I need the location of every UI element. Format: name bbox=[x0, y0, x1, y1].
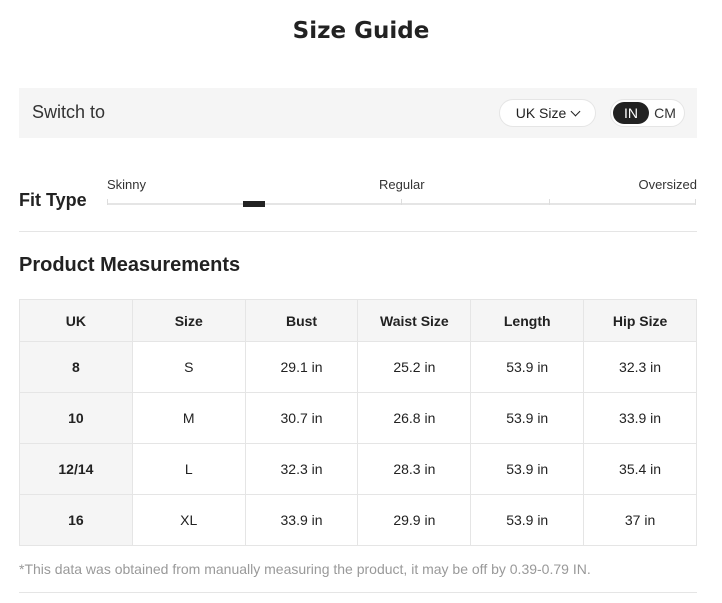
table-cell: M bbox=[131, 392, 246, 444]
unit-toggle: IN CM bbox=[610, 99, 685, 127]
fit-marker bbox=[243, 201, 266, 207]
fit-tick bbox=[107, 199, 108, 205]
section-title: Product Measurements bbox=[19, 254, 241, 276]
table-cell: 28.3 in bbox=[357, 443, 472, 495]
fit-tick bbox=[401, 199, 402, 205]
fit-skinny-label: Skinny bbox=[107, 177, 147, 192]
fit-tick bbox=[695, 199, 696, 205]
table-cell: 16 bbox=[19, 494, 133, 546]
table-header-row: UK Size Bust Waist Size Length Hip Size bbox=[19, 299, 697, 342]
table-row: 16 XL 33.9 in 29.9 in 53.9 in 37 in bbox=[19, 494, 697, 546]
column-header: Waist Size bbox=[357, 299, 472, 342]
table-cell: 33.9 in bbox=[244, 494, 359, 546]
measurement-note: *This data was obtained from manually me… bbox=[19, 561, 591, 577]
table-cell: 53.9 in bbox=[470, 392, 585, 444]
table-cell: 53.9 in bbox=[470, 443, 585, 495]
table-row: 10 M 30.7 in 26.8 in 53.9 in 33.9 in bbox=[19, 392, 697, 444]
fit-tick bbox=[549, 199, 550, 205]
table-cell: 33.9 in bbox=[583, 392, 697, 444]
table-cell: 30.7 in bbox=[244, 392, 359, 444]
table-cell: 25.2 in bbox=[357, 341, 472, 393]
table-cell: XL bbox=[131, 494, 246, 546]
table-cell: L bbox=[131, 443, 246, 495]
table-cell: 37 in bbox=[583, 494, 697, 546]
column-header: Length bbox=[470, 299, 585, 342]
table-cell: 35.4 in bbox=[583, 443, 697, 495]
column-header: Hip Size bbox=[583, 299, 697, 342]
chevron-down-icon bbox=[570, 106, 581, 116]
unit-cm-button[interactable]: CM bbox=[654, 105, 676, 121]
fit-oversized-label: Oversized bbox=[638, 177, 697, 192]
column-header: UK bbox=[19, 299, 133, 342]
divider bbox=[19, 231, 697, 232]
table-cell: 32.3 in bbox=[244, 443, 359, 495]
table-cell: 10 bbox=[19, 392, 133, 444]
measurements-table: UK Size Bust Waist Size Length Hip Size 8 S 29.… bbox=[19, 299, 697, 546]
column-header: Bust bbox=[244, 299, 359, 342]
switch-label: Switch to bbox=[32, 102, 106, 122]
page-title: Size Guide bbox=[292, 18, 430, 44]
table-cell: 29.1 in bbox=[244, 341, 359, 393]
table-cell: 53.9 in bbox=[470, 341, 585, 393]
table-cell: 29.9 in bbox=[357, 494, 472, 546]
table-cell: 32.3 in bbox=[583, 341, 697, 393]
table-cell: 12/14 bbox=[19, 443, 133, 495]
table-row: 8 S 29.1 in 25.2 in 53.9 in 32.3 in bbox=[19, 341, 697, 393]
table-cell: 26.8 in bbox=[357, 392, 472, 444]
table-cell: S bbox=[131, 341, 246, 393]
fit-type-label: Fit Type bbox=[19, 190, 87, 210]
switch-bar: Switch to UK Size IN CM bbox=[19, 88, 697, 138]
column-header: Size bbox=[131, 299, 246, 342]
table-cell: 53.9 in bbox=[470, 494, 585, 546]
fit-regular-label: Regular bbox=[379, 177, 425, 192]
table-cell: 8 bbox=[19, 341, 133, 393]
size-system-value: UK Size bbox=[515, 105, 567, 121]
table-row: 12/14 L 32.3 in 28.3 in 53.9 in 35.4 in bbox=[19, 443, 697, 495]
divider bbox=[19, 592, 697, 593]
fit-scale-track bbox=[107, 199, 696, 207]
unit-in-button[interactable]: IN bbox=[613, 102, 649, 124]
size-system-dropdown[interactable]: UK Size bbox=[499, 99, 596, 127]
